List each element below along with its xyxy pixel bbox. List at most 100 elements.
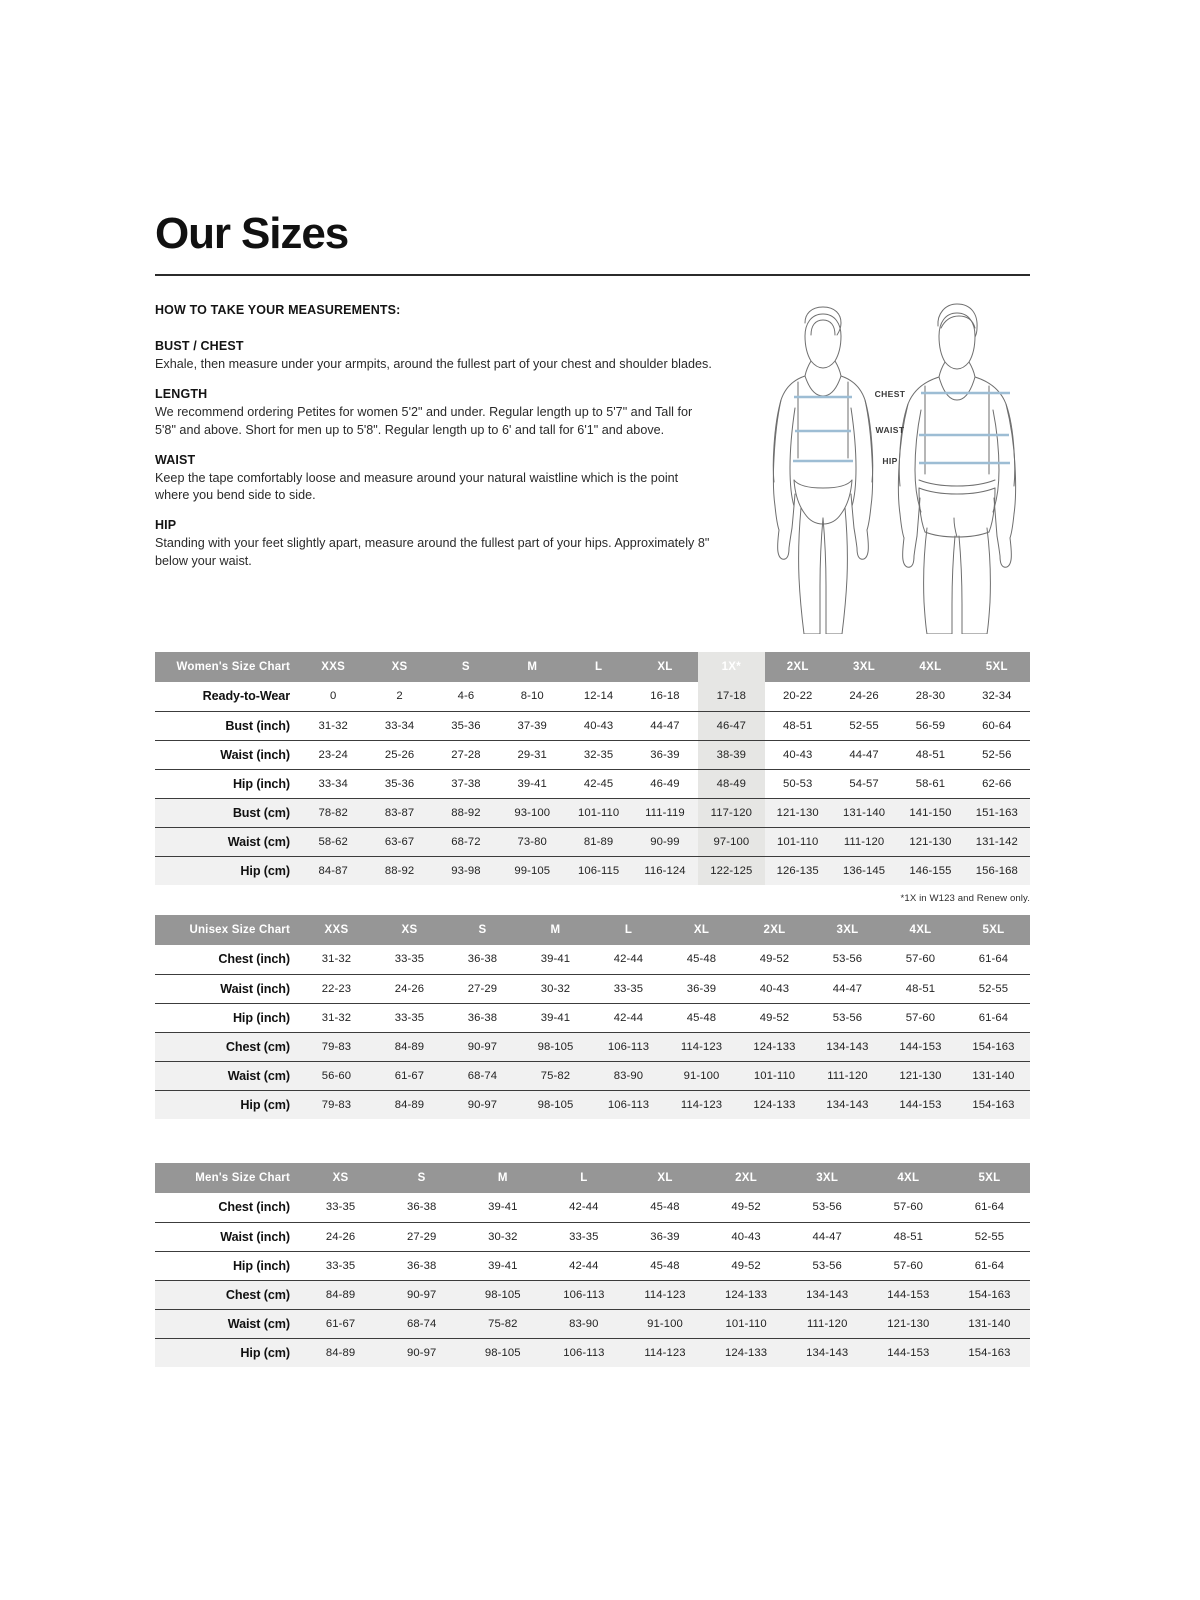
table-cell: 134-143 xyxy=(811,1089,884,1119)
table-cell: 37-38 xyxy=(432,768,500,798)
table-cell: 136-145 xyxy=(830,855,898,885)
table-cell: 2 xyxy=(396,690,403,703)
instructions-heading: HOW TO TAKE YOUR MEASUREMENTS: xyxy=(155,303,401,317)
table-cell: 52-55 xyxy=(957,973,1030,1003)
table-cell: 33-35 xyxy=(592,973,665,1003)
table-cell: 124-133 xyxy=(738,1031,811,1061)
table-cell: 106-113 xyxy=(543,1279,625,1309)
table-cell: 114-123 xyxy=(665,1031,738,1061)
table-cell: 39-41 xyxy=(540,953,571,966)
table-row: Waist (inch) 23-24 25-26 27-28 29-31 32-35 36-… xyxy=(155,739,1030,769)
table-cell: 36-39 xyxy=(631,739,699,769)
table-cell: 122-125 xyxy=(698,855,765,885)
table-cell: 146-155 xyxy=(897,855,964,885)
table-cell: 36-38 xyxy=(381,1250,463,1280)
instruction-body: Exhale, then measure under your armpits,… xyxy=(155,357,712,371)
table-cell: 40-43 xyxy=(764,739,831,769)
measurement-lines xyxy=(793,391,1010,465)
table-cell: 30-32 xyxy=(462,1221,544,1251)
table-cell: 83-90 xyxy=(543,1308,625,1338)
mens-size-chart-table: Men's Size Chart XS S M L XL 2XL 3XL 4XL 5XL Chest… xyxy=(155,1163,1030,1367)
table-cell: 81-89 xyxy=(565,826,632,856)
table-cell: 36-39 xyxy=(665,973,738,1003)
table-cell: 0 xyxy=(329,690,337,703)
table-cell: 33-34 xyxy=(300,768,367,798)
row-label: Ready-to-Wear xyxy=(202,689,290,704)
table-cell: 42-44 xyxy=(613,953,644,966)
table-cell: 60-64 xyxy=(963,710,1030,740)
instruction-title: HIP xyxy=(155,518,177,533)
table-row: Chest (cm) 79-83 84-89 90-97 98-105 106-113 11… xyxy=(155,1031,1030,1061)
table-cell: 117-120 xyxy=(698,797,765,827)
table-cell: 42-45 xyxy=(565,768,632,798)
column-header-s: S xyxy=(446,915,519,945)
instruction-title: WAIST xyxy=(155,452,196,467)
table-header-row: Men's Size Chart XS S M L XL 2XL 3XL 4XL 5XL xyxy=(155,1163,1030,1193)
table-cell: 24-26 xyxy=(373,973,446,1003)
table-cell: 154-163 xyxy=(957,1089,1030,1119)
table-cell: 32-34 xyxy=(982,690,1012,703)
column-header-s: S xyxy=(381,1163,463,1193)
table-cell: 44-47 xyxy=(830,739,898,769)
table-cell: 35-36 xyxy=(366,768,433,798)
table-cell: 57-60 xyxy=(905,953,936,966)
instruction-body: We recommend ordering Petites for women … xyxy=(155,405,693,437)
table-cell: 68-74 xyxy=(446,1060,519,1090)
table-cell: 124-133 xyxy=(705,1279,787,1309)
table-row: Waist (inch) 24-26 27-29 30-32 33-35 36-39 40-… xyxy=(155,1221,1030,1251)
instruction-section: HIP Standing with your feet slightly apar… xyxy=(155,518,715,570)
table-row: Waist (inch) 22-23 24-26 27-29 30-32 33-35 36-… xyxy=(155,973,1030,1003)
table-cell: 114-123 xyxy=(665,1089,738,1119)
column-header-4xl: 4XL xyxy=(884,915,957,945)
table-cell: 33-35 xyxy=(325,1201,356,1214)
column-header-s: S xyxy=(432,652,500,682)
table-header-row: Women's Size Chart XXS XS S M L XL 1X* 2XL 3XL 4XL… xyxy=(155,652,1030,682)
table-cell: 61-64 xyxy=(948,1250,1030,1280)
table-cell: 111-120 xyxy=(811,1060,884,1090)
table-cell: 52-55 xyxy=(948,1221,1030,1251)
table-row: Waist (cm) 61-67 68-74 75-82 83-90 91-100 101-… xyxy=(155,1308,1030,1338)
row-label: Bust (inch) xyxy=(155,710,300,740)
table-cell: 79-83 xyxy=(300,1089,373,1119)
instruction-sections: BUST / CHEST Exhale, then measure under y… xyxy=(155,339,715,570)
table-row: Hip (inch) 33-34 35-36 37-38 39-41 42-45 46-49… xyxy=(155,768,1030,798)
column-header-xxs: XXS xyxy=(300,915,373,945)
womens-size-chart-section: Women's Size Chart XXS XS S M L XL 1X* 2XL 3XL 4XL… xyxy=(155,652,1030,904)
table-cell: 32-35 xyxy=(565,739,632,769)
table-cell: 131-140 xyxy=(957,1060,1030,1090)
table-row: Hip (cm) 84-87 88-92 93-98 99-105 106-115 116-… xyxy=(155,855,1030,885)
column-header-xl: XL xyxy=(624,1163,706,1193)
table-cell: 84-89 xyxy=(373,1089,446,1119)
table-cell: 131-140 xyxy=(948,1308,1030,1338)
table-cell: 154-163 xyxy=(948,1279,1030,1309)
table-cell: 45-48 xyxy=(686,953,717,966)
title-block: Our Sizes xyxy=(155,211,1030,276)
table-cell: 17-18 xyxy=(698,682,765,711)
table-cell: 101-110 xyxy=(764,826,831,856)
table-cell: 53-56 xyxy=(811,1002,884,1032)
column-header-xl: XL xyxy=(631,652,699,682)
column-header-5xl: 5XL xyxy=(948,1163,1030,1193)
column-header-l: L xyxy=(543,1163,625,1193)
row-label: Waist (cm) xyxy=(155,1060,300,1090)
row-label: Chest (inch) xyxy=(218,1200,290,1215)
table-cell: 33-35 xyxy=(543,1221,625,1251)
chart-title: Men's Size Chart xyxy=(155,1163,300,1193)
table-cell: 114-123 xyxy=(624,1279,706,1309)
row-label: Waist (inch) xyxy=(155,1221,300,1251)
table-cell: 124-133 xyxy=(705,1337,787,1367)
table-cell: 90-99 xyxy=(631,826,699,856)
table-cell: 46-47 xyxy=(698,710,765,740)
table-cell: 121-130 xyxy=(897,826,964,856)
table-cell: 27-28 xyxy=(432,739,500,769)
table-cell: 124-133 xyxy=(738,1089,811,1119)
table-cell: 98-105 xyxy=(462,1337,544,1367)
column-header-l: L xyxy=(565,652,632,682)
table-cell: 54-57 xyxy=(830,768,898,798)
measurement-instructions: HOW TO TAKE YOUR MEASUREMENTS: BUST / CH… xyxy=(155,303,715,584)
table-cell: 106-113 xyxy=(592,1089,665,1119)
table-cell: 49-52 xyxy=(759,953,790,966)
table-cell: 31-32 xyxy=(300,1002,373,1032)
table-cell: 58-61 xyxy=(897,768,964,798)
row-label: Bust (cm) xyxy=(155,797,300,827)
